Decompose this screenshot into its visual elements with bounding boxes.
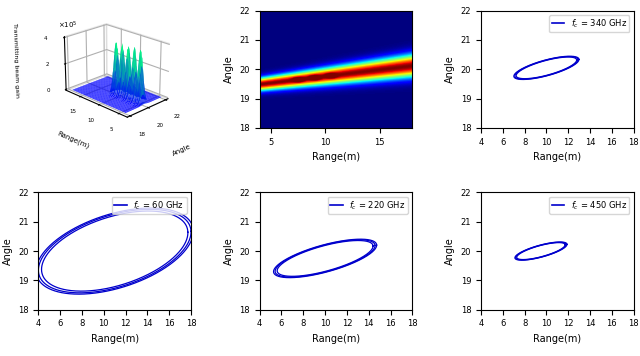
Y-axis label: Angle: Angle (3, 237, 13, 265)
X-axis label: Range(m): Range(m) (533, 152, 581, 162)
X-axis label: Range(m): Range(m) (312, 334, 360, 344)
Legend: $f_c$ = 220 GHz: $f_c$ = 220 GHz (328, 197, 408, 214)
Legend: $f_c$ = 450 GHz: $f_c$ = 450 GHz (549, 197, 629, 214)
Text: $\times10^5$: $\times10^5$ (58, 20, 78, 31)
Y-axis label: Angle: Angle (224, 237, 234, 265)
X-axis label: Angle: Angle (172, 143, 193, 157)
Y-axis label: Angle: Angle (445, 237, 455, 265)
Y-axis label: Angle: Angle (224, 56, 234, 83)
Legend: $f_c$ = 340 GHz: $f_c$ = 340 GHz (549, 15, 629, 32)
X-axis label: Range(m): Range(m) (91, 334, 139, 344)
X-axis label: Range(m): Range(m) (312, 152, 360, 162)
Legend: $f_c$ = 60 GHz: $f_c$ = 60 GHz (112, 197, 187, 214)
X-axis label: Range(m): Range(m) (533, 334, 581, 344)
Y-axis label: Range(m): Range(m) (57, 130, 91, 149)
Y-axis label: Angle: Angle (445, 56, 455, 83)
